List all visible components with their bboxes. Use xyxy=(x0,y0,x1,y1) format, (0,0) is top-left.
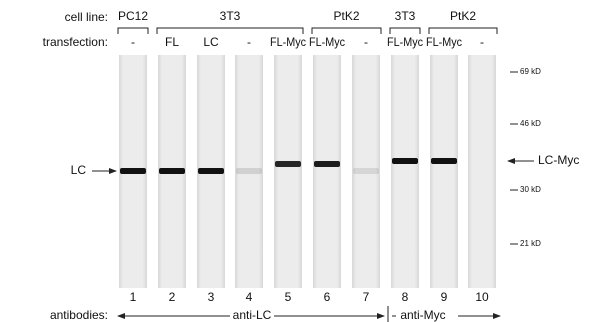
cell-line-name: PtK2 xyxy=(450,9,476,23)
gel-lane xyxy=(274,55,302,288)
lane-number: 7 xyxy=(363,290,370,304)
transfection-label: - xyxy=(247,35,251,49)
antibodies-label: antibodies: xyxy=(50,308,108,322)
band xyxy=(236,168,262,174)
cell-line-name: PtK2 xyxy=(333,9,359,23)
transfection-label: FL-Myc xyxy=(387,35,423,49)
lc-myc-label: LC-Myc xyxy=(538,153,579,167)
gel-lane xyxy=(468,55,496,288)
transfection-label: FL-Myc xyxy=(270,35,306,49)
gel-lane xyxy=(313,55,341,288)
cell-line-bracket xyxy=(157,28,303,34)
transfection-label: FL-Myc xyxy=(426,35,462,49)
cell-line-bracket xyxy=(312,28,381,34)
band xyxy=(275,161,301,167)
lane-number: 3 xyxy=(208,290,215,304)
gel-lane xyxy=(430,55,458,288)
marker-label: 69 kD xyxy=(520,67,541,76)
transfection-label: FL xyxy=(165,35,179,49)
transfection-label: - xyxy=(480,35,484,49)
band xyxy=(392,158,418,164)
cell-line-name: PC12 xyxy=(118,9,148,23)
western-blot-figure: cell line: transfection: antibodies: LC … xyxy=(0,0,589,322)
gel-lane xyxy=(391,55,419,288)
cell-line-label: cell line: xyxy=(65,10,108,24)
transfection-label: LC xyxy=(203,35,219,49)
anti-myc-label: anti-Myc xyxy=(400,308,445,322)
page: cell line: transfection: antibodies: LC … xyxy=(0,0,589,322)
lane-number: 6 xyxy=(324,290,331,304)
lane-number: 2 xyxy=(169,290,176,304)
cell-line-bracket xyxy=(118,28,148,34)
marker-label: 21 kD xyxy=(520,239,541,248)
lane-number: 4 xyxy=(246,290,253,304)
anti-lc-label: anti-LC xyxy=(233,308,272,322)
cell-line-name: 3T3 xyxy=(220,9,241,23)
cell-line-name: 3T3 xyxy=(395,9,416,23)
marker-label: 30 kD xyxy=(520,185,541,194)
band xyxy=(120,168,146,174)
band xyxy=(198,168,224,174)
lc-label: LC xyxy=(71,163,87,177)
lane-number: 5 xyxy=(285,290,292,304)
lane-number: 8 xyxy=(402,290,409,304)
cell-line-bracket xyxy=(429,28,497,34)
lane-number: 1 xyxy=(130,290,137,304)
band xyxy=(314,161,340,167)
transfection-label: FL-Myc xyxy=(309,35,345,49)
lane-number: 10 xyxy=(475,290,489,304)
band xyxy=(353,168,379,174)
band xyxy=(431,158,457,164)
transfection-label: transfection: xyxy=(43,35,108,49)
transfection-label: - xyxy=(364,35,368,49)
band xyxy=(159,168,185,174)
transfection-label: - xyxy=(131,35,135,49)
lane-number: 9 xyxy=(441,290,448,304)
marker-label: 46 kD xyxy=(520,119,541,128)
cell-line-bracket xyxy=(390,28,420,34)
